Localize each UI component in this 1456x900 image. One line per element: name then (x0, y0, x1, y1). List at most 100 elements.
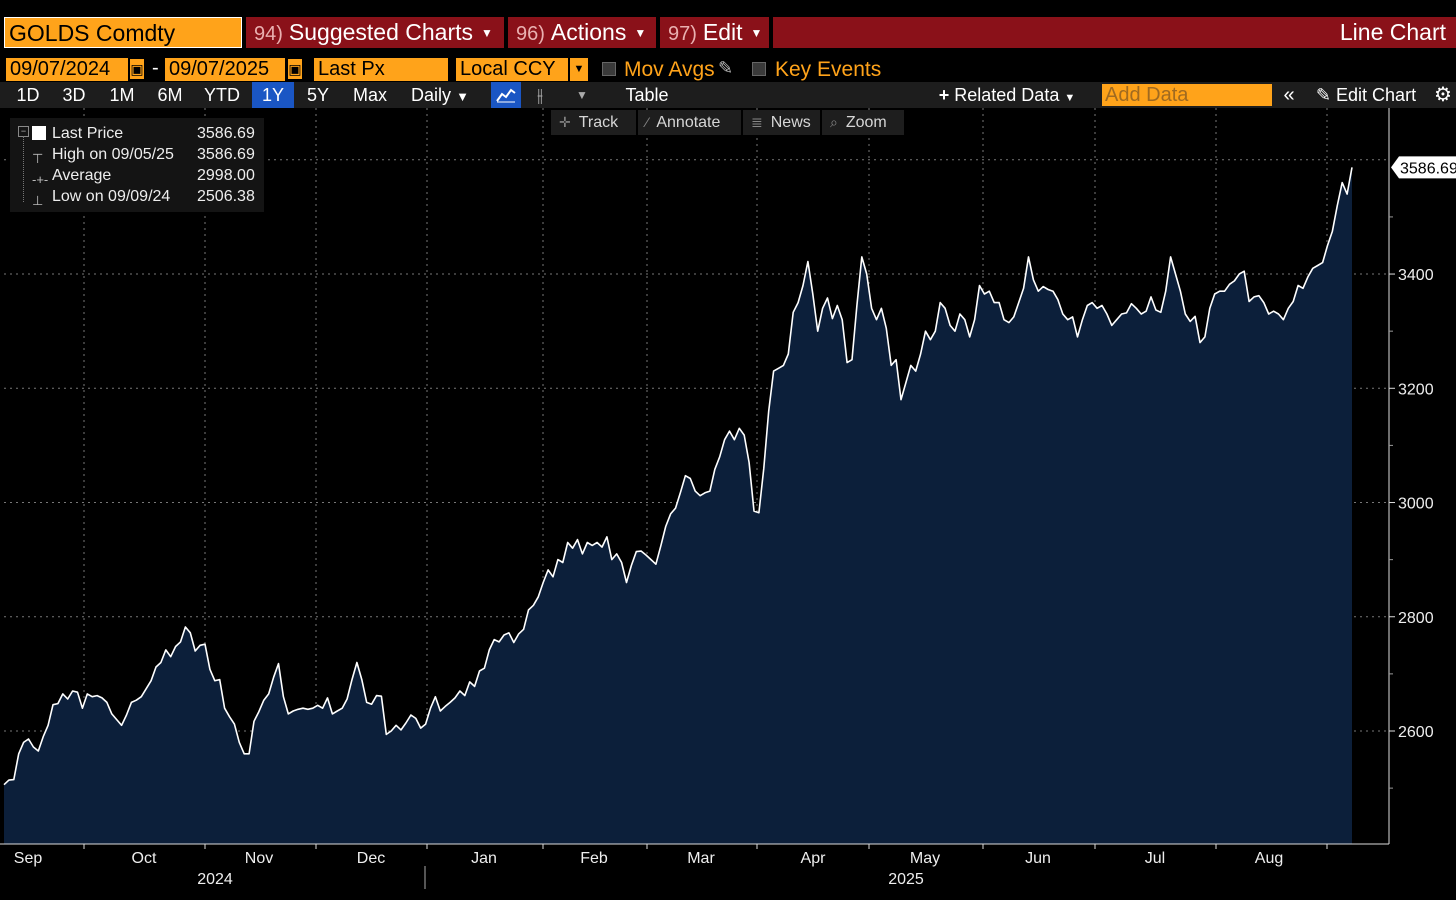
gear-icon[interactable]: ⚙ (1434, 84, 1452, 106)
line-chart-glyph (496, 88, 516, 103)
annotate-button[interactable]: ⁄ Annotate (638, 110, 741, 135)
key-events-checkbox[interactable] (752, 62, 766, 76)
legend-high-label: High on 09/05/25 (52, 146, 174, 163)
edit-button[interactable]: 97) Edit ▼ (660, 17, 769, 48)
start-date-field[interactable]: 09/07/2024 (6, 58, 128, 81)
track-label: Track (578, 114, 619, 131)
actions-label: Actions (550, 19, 627, 45)
zoom-label: Zoom (845, 114, 887, 131)
date-separator: - (152, 57, 159, 79)
price-area-fill (4, 167, 1352, 844)
chevron-down-icon: ▼ (1064, 92, 1076, 104)
range-max-button[interactable]: Max (352, 85, 387, 105)
actions-number: 96) (516, 23, 545, 45)
legend-low-value: 2506.38 (197, 188, 255, 205)
legend-high: ⊤ High on 09/05/25 3586.69 (10, 144, 264, 166)
frequency-dropdown[interactable]: Daily ▼ (400, 82, 480, 108)
chart-type-label: Line Chart (1339, 19, 1446, 45)
related-data-label: Related Data (954, 85, 1060, 105)
high-marker-icon: ⊤ (32, 151, 44, 166)
chevron-down-icon: ▼ (456, 89, 469, 104)
x-year-label: 2024 (197, 871, 233, 888)
suggested-charts-label: Suggested Charts (288, 19, 474, 45)
edit-label: Edit (702, 19, 743, 45)
range-1y-button[interactable]: 1Y (252, 82, 294, 108)
legend-average: -+- Average 2998.00 (10, 165, 264, 187)
news-button[interactable]: ≣ News (743, 110, 820, 135)
key-events-label[interactable]: Key Events (775, 58, 882, 81)
news-icon: ≣ (751, 114, 763, 130)
edit-chart-label: Edit Chart (1336, 85, 1417, 105)
low-marker-icon: ⊥ (32, 193, 44, 208)
chevron-down-icon: ▼ (481, 26, 493, 40)
x-tick-label: Jan (471, 850, 497, 867)
chevron-down-icon[interactable]: ▼ (576, 88, 588, 102)
range-1d-button[interactable]: 1D (16, 85, 40, 105)
annotate-label: Annotate (656, 114, 721, 131)
pencil-icon: ✎ (1315, 85, 1332, 105)
last-price-tag-label: 3586.69 (1400, 160, 1456, 177)
chevron-down-icon: ▼ (750, 26, 763, 40)
related-data-button[interactable]: + Related Data ▼ (928, 82, 1086, 108)
end-date-field[interactable]: 09/07/2025 (165, 58, 285, 81)
news-label: News (770, 114, 811, 131)
y-tick-label: 3400 (1398, 267, 1434, 284)
edit-number: 97) (668, 23, 697, 45)
line-chart-icon[interactable] (491, 82, 521, 108)
edit-chart-button[interactable]: ✎ Edit Chart (1306, 82, 1426, 108)
y-tick-label: 3000 (1398, 496, 1434, 513)
track-button[interactable]: ✛ Track (551, 110, 636, 135)
x-tick-label: Dec (357, 850, 385, 867)
price-chart: 2600 2800 3000 3200 3400 3586.69 Sep Oct Nov Dec J… (0, 108, 1456, 889)
average-marker-icon: -+- (32, 172, 49, 187)
x-tick-label: May (910, 850, 940, 867)
ticker-input[interactable]: GOLDS Comdty (4, 17, 242, 48)
zoom-button[interactable]: ⌕ Zoom (822, 110, 904, 135)
legend-tree-line (23, 136, 25, 202)
range-5y-button[interactable]: 5Y (306, 85, 330, 105)
chevron-down-icon[interactable]: ▼ (570, 58, 588, 81)
x-year-label: 2025 (888, 871, 924, 888)
x-tick-label: Feb (580, 850, 608, 867)
last-price-tag (1391, 156, 1456, 179)
legend-last-price[interactable]: Last Price 3586.69 (10, 123, 264, 144)
x-tick-label: Nov (245, 850, 273, 867)
x-tick-label: Mar (687, 850, 715, 867)
suggested-charts-number: 94) (254, 23, 283, 45)
bar-chart-icon[interactable]: ⫲ (537, 85, 543, 105)
range-6m-button[interactable]: 6M (157, 85, 183, 105)
suggested-charts-button[interactable]: 94) Suggested Charts ▼ (246, 17, 504, 48)
table-button[interactable]: Table (625, 85, 669, 105)
field-selector[interactable]: Last Px (314, 58, 448, 81)
pencil-icon[interactable]: ✎ (718, 58, 734, 78)
currency-selector[interactable]: Local CCY (456, 58, 568, 81)
legend-high-value: 3586.69 (197, 146, 255, 163)
mov-avgs-checkbox[interactable] (602, 62, 616, 76)
crosshair-icon: ✛ (559, 114, 571, 130)
chevron-down-icon: ▼ (634, 26, 647, 40)
magnifier-icon: ⌕ (830, 114, 838, 130)
x-tick-label: Jul (1145, 850, 1165, 867)
chart-type-header: Line Chart (773, 17, 1456, 48)
annotate-icon: ⁄ (646, 114, 649, 130)
x-tick-label: Apr (801, 850, 827, 867)
legend-swatch (32, 126, 46, 140)
x-tick-label: Sep (14, 850, 43, 867)
legend-average-value: 2998.00 (197, 167, 255, 184)
y-tick-label: 2800 (1398, 610, 1434, 627)
add-data-input[interactable]: Add Data (1102, 84, 1272, 106)
x-tick-label: Jun (1025, 850, 1051, 867)
calendar-icon[interactable]: ▣ (130, 59, 144, 79)
x-tick-label: Oct (132, 850, 157, 867)
legend-last-price-value: 3586.69 (197, 125, 255, 142)
y-tick-label: 2600 (1398, 724, 1434, 741)
collapse-icon[interactable]: « (1283, 84, 1295, 106)
range-ytd-button[interactable]: YTD (204, 85, 240, 105)
range-3d-button[interactable]: 3D (62, 85, 86, 105)
calendar-icon[interactable]: ▣ (288, 59, 302, 79)
range-1m-button[interactable]: 1M (109, 85, 135, 105)
legend-low-label: Low on 09/09/24 (52, 188, 171, 205)
frequency-label: Daily (411, 85, 452, 105)
mov-avgs-label[interactable]: Mov Avgs (624, 58, 715, 81)
actions-button[interactable]: 96) Actions ▼ (508, 17, 656, 48)
